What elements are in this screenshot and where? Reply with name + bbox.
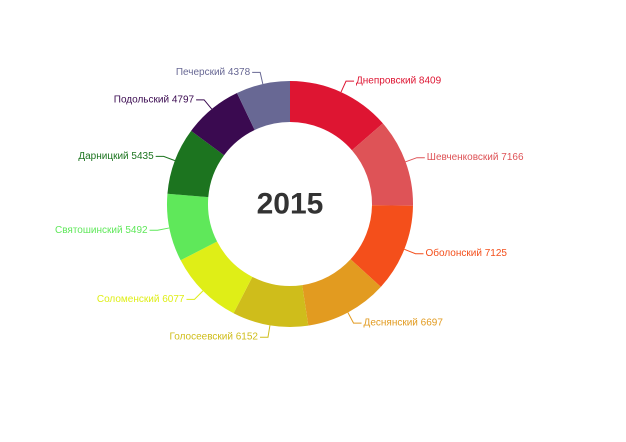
slice-label: Шевченковский 7166 — [427, 152, 524, 163]
chart-center-title: 2015 — [257, 188, 324, 221]
label-leader-line — [259, 325, 271, 338]
donut-slice[interactable] — [302, 259, 381, 326]
donut-slice[interactable] — [350, 205, 413, 287]
label-leader-line — [186, 290, 204, 300]
slice-label: Оболонский 7125 — [426, 247, 508, 259]
donut-slice[interactable] — [167, 130, 225, 198]
slice-label: Днепровский 8409 — [356, 76, 442, 87]
donut-slice[interactable] — [233, 276, 309, 327]
donut-slice[interactable] — [180, 241, 253, 314]
label-leader-line — [196, 99, 213, 110]
donut-slices — [166, 81, 413, 327]
donut-slice[interactable] — [351, 123, 413, 206]
label-leader-line — [155, 155, 176, 162]
donut-slice[interactable] — [191, 93, 255, 156]
label-leader-line — [340, 80, 355, 93]
label-leader-line — [405, 157, 425, 163]
slice-label: Деснянский 6697 — [364, 318, 444, 329]
slice-label: Соломенский 6077 — [97, 294, 185, 305]
slice-label: Голосеевский 6152 — [169, 332, 258, 343]
label-leader-line — [149, 227, 170, 231]
label-leader-line — [347, 312, 362, 324]
donut-slice[interactable] — [290, 81, 383, 151]
slice-label: Дарницкий 5435 — [78, 151, 154, 162]
label-leader-line — [404, 248, 424, 255]
slice-label: Печерский 4378 — [176, 67, 251, 78]
donut-slice[interactable] — [166, 193, 218, 261]
label-leader-line — [252, 71, 264, 85]
slice-label: Подольский 4797 — [114, 94, 195, 105]
donut-slice[interactable] — [236, 81, 290, 131]
slice-label: Святошинский 5492 — [55, 225, 148, 236]
slice-labels: Днепровский 8409 Шевченковский 7166 Оболон… — [55, 67, 524, 343]
